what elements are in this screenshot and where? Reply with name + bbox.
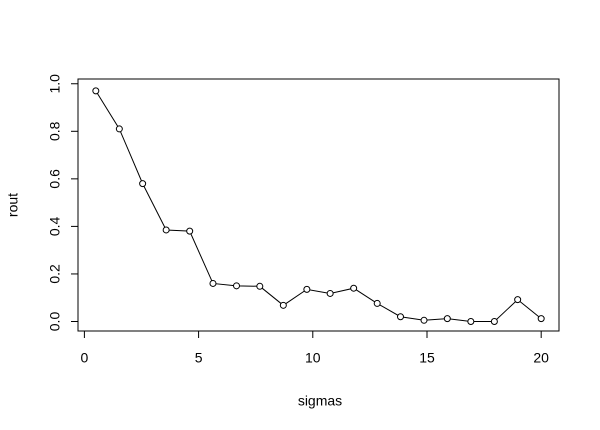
data-point [326,289,334,297]
y-tick-label: 0.8 [47,121,63,141]
data-point [115,125,123,133]
y-tick-label: 0.2 [47,264,63,284]
data-point [139,180,147,188]
data-point [443,315,451,323]
y-tick-label: 0.6 [47,169,63,189]
data-point [186,227,194,235]
data-point [537,315,545,323]
x-tick-label: 5 [195,350,203,366]
x-tick-label: 20 [533,350,549,366]
data-point [350,284,358,292]
data-point [256,282,264,290]
y-axis-label: rout [5,193,21,217]
data-point [209,279,217,287]
data-point [162,226,170,234]
y-tick-label: 1.0 [47,74,63,94]
x-tick-label: 0 [80,350,88,366]
x-tick-label: 15 [419,350,435,366]
series-line [95,90,542,322]
x-tick-label: 10 [305,350,321,366]
data-point [373,299,381,307]
data-point [396,313,404,321]
data-point [303,285,311,293]
data-point [490,317,498,325]
data-point [233,282,241,290]
x-axis-label: sigmas [298,393,342,409]
data-point [279,301,287,309]
data-point [420,316,428,324]
data-point [467,317,475,325]
y-tick-label: 0.4 [47,216,63,236]
plot-frame [77,78,560,332]
data-point [514,296,522,304]
y-tick-label: 0.0 [47,312,63,332]
data-point [92,87,100,95]
